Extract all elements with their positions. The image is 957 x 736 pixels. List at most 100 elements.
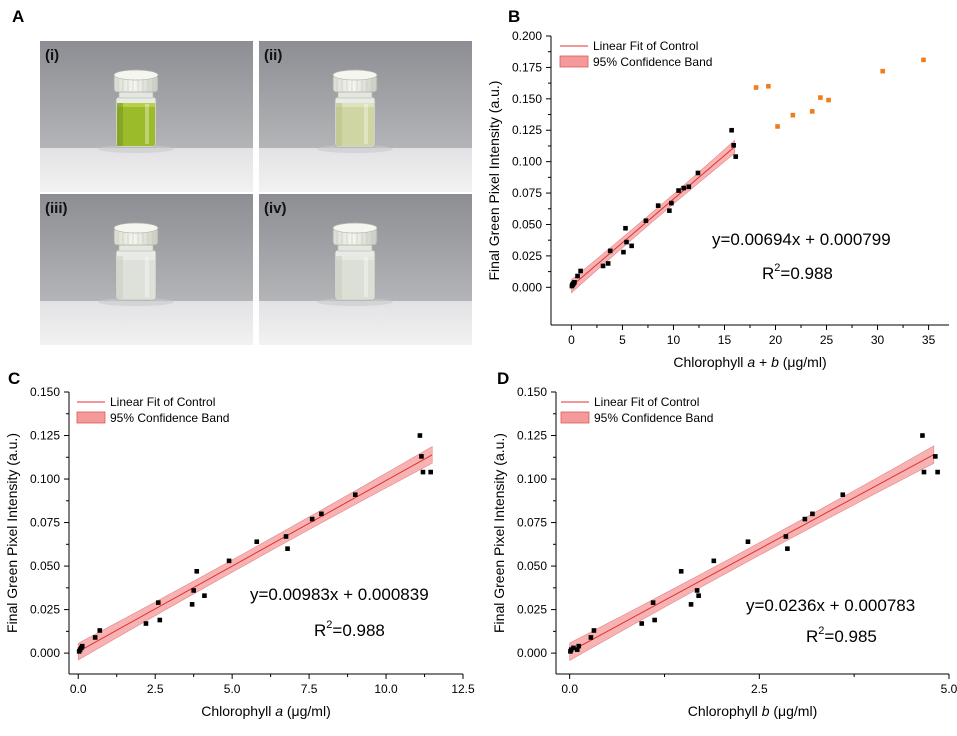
y-tick-label: 0.050 — [30, 559, 60, 573]
y-tick-label: 0.100 — [517, 472, 547, 486]
x-axis-title: Chlorophyll a (μg/ml) — [201, 703, 330, 719]
y-tick-label: 0.125 — [517, 429, 547, 443]
control-point — [605, 261, 611, 266]
vial-liquid-shade — [336, 256, 342, 299]
control-point — [933, 454, 938, 459]
vial-highlight — [145, 257, 149, 297]
y-axis-title: Final Green Pixel Intensity (a.u.) — [491, 433, 507, 633]
control-point — [623, 225, 628, 231]
sample-point — [809, 109, 815, 114]
x-tick-label: 5.0 — [224, 682, 241, 696]
photo-label: (iv) — [264, 200, 287, 217]
control-point — [669, 200, 674, 206]
control-point — [571, 645, 576, 651]
photo-3: (iii) — [40, 194, 253, 345]
control-point — [921, 469, 927, 475]
y-axis-title: Final Green Pixel Intensity (a.u.) — [486, 81, 502, 281]
photo-panel: (i) (ii) (iii) (iv) — [40, 41, 472, 345]
y-tick-label: 0.150 — [517, 385, 547, 399]
x-tick-label: 12.5 — [451, 682, 475, 696]
legend-band-swatch — [559, 55, 589, 68]
control-point — [417, 433, 423, 438]
x-tick-label: 2.5 — [147, 682, 164, 696]
x-axis-title: Chlorophyll b (μg/ml) — [688, 703, 817, 719]
control-point — [285, 546, 290, 551]
control-point — [575, 273, 580, 279]
chart-b: 0.000 0.025 0.050 0.075 0.100 0.125 0.150 0.175… — [486, 29, 949, 370]
y-tick-label: 0.150 — [30, 385, 60, 399]
control-point — [655, 203, 661, 208]
x-tick-label: 5 — [619, 333, 626, 347]
fit-equation: y=0.00983x + 0.000839 — [250, 585, 429, 604]
panel-label-b: B — [508, 7, 520, 26]
control-point — [745, 539, 751, 545]
fit-line — [569, 454, 935, 653]
photo-label: (iii) — [45, 200, 68, 217]
sample-point — [790, 112, 796, 118]
control-point — [639, 621, 645, 626]
vial-highlight — [145, 104, 149, 144]
vial-liquid-surface — [336, 256, 374, 260]
y-tick-label: 0.075 — [30, 516, 60, 530]
panel-label-c: C — [8, 369, 20, 388]
control-point — [624, 239, 629, 245]
control-point — [785, 546, 790, 551]
vial-liquid-surface — [117, 256, 155, 260]
y-tick-label: 0.025 — [512, 249, 542, 263]
x-tick-label: 20 — [769, 333, 783, 347]
control-point — [810, 511, 815, 517]
control-point — [678, 568, 684, 574]
photo-label: (i) — [45, 47, 59, 64]
control-point — [935, 469, 940, 475]
y-tick-label: 0.000 — [517, 646, 547, 660]
control-point — [420, 469, 426, 475]
x-tick-label: 35 — [922, 333, 936, 347]
control-point — [802, 516, 808, 522]
legend-band-label: 95% Confidence Band — [110, 411, 229, 425]
control-point — [686, 184, 692, 190]
legend-band-swatch — [76, 411, 106, 424]
x-tick-label: 10 — [667, 333, 681, 347]
sample-point — [753, 85, 759, 90]
control-point — [733, 154, 739, 159]
control-point — [189, 602, 195, 607]
sample-point — [766, 83, 771, 89]
y-tick-label: 0.025 — [30, 603, 60, 617]
control-point — [643, 218, 649, 224]
vial-liquid — [117, 256, 155, 299]
x-tick-label: 2.5 — [751, 682, 768, 696]
photo-shadow — [317, 145, 393, 153]
x-tick-label: 0 — [568, 333, 575, 347]
x-tick-label: 5.0 — [941, 682, 957, 696]
legend-band-label: 95% Confidence Band — [594, 411, 713, 425]
control-point — [79, 643, 85, 649]
control-point — [695, 170, 701, 176]
x-tick-label: 25 — [820, 333, 834, 347]
x-axis-title: Chlorophyll a + b (μg/ml) — [673, 354, 826, 370]
photo-table — [40, 301, 253, 345]
photo-4: (iv) — [259, 194, 472, 345]
control-point — [254, 539, 260, 545]
photo-table — [259, 301, 472, 345]
fit-equation: y=0.00694x + 0.000799 — [712, 230, 891, 249]
control-point — [840, 492, 846, 498]
x-tick-label: 7.5 — [301, 682, 318, 696]
r-squared: R2=0.988 — [762, 262, 833, 283]
legend-band-label: 95% Confidence Band — [593, 55, 712, 69]
control-point — [588, 635, 594, 640]
x-tick-label: 30 — [871, 333, 885, 347]
fit-line — [77, 454, 433, 653]
vial-highlight — [364, 104, 368, 144]
control-point — [155, 600, 161, 605]
control-point — [688, 602, 694, 607]
sample-point — [880, 68, 885, 74]
control-point — [731, 143, 736, 148]
y-axis-title: Final Green Pixel Intensity (a.u.) — [4, 433, 20, 633]
control-point — [97, 628, 103, 633]
control-point — [694, 588, 700, 593]
r-squared: R2=0.985 — [806, 625, 877, 646]
control-point — [591, 628, 597, 633]
photo-table — [40, 148, 253, 192]
y-tick-label: 0.125 — [512, 123, 542, 137]
control-point — [574, 647, 580, 652]
